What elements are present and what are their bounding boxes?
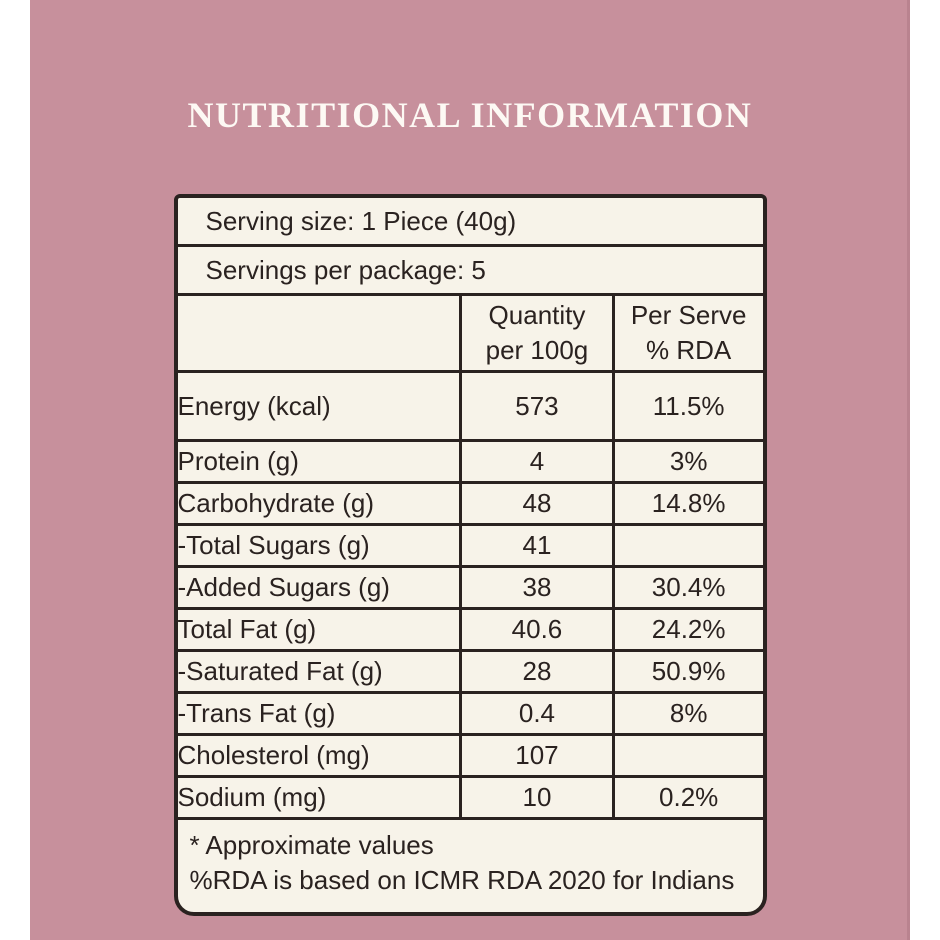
footnote-approximate-values: * Approximate values	[189, 830, 434, 860]
table-row-energy: Energy (kcal) 573 11.5%	[177, 370, 763, 442]
nutrient-label: -Trans Fat (g)	[177, 691, 463, 736]
servings-per-package-row: Servings per package: 5	[177, 244, 763, 296]
quantity-column-header: Quantity per 100g	[459, 293, 615, 373]
nutrient-label: Carbohydrate (g)	[177, 481, 463, 526]
rda-value: 24.2%	[611, 607, 763, 652]
footnote-rda-basis: %RDA is based on ICMR RDA 2020 for India…	[189, 865, 735, 896]
rda-value: 14.8%	[611, 481, 763, 526]
rda-column-header: Per Serve % RDA	[611, 293, 763, 373]
page-title: NUTRITIONAL INFORMATION	[187, 95, 753, 135]
rda-value: 50.9%	[611, 649, 763, 694]
rda-header-line1: Per Serve	[630, 299, 747, 330]
servings-per-package-label: Servings per package: 5	[177, 244, 763, 296]
rda-header-line2: % RDA	[646, 335, 732, 365]
quantity-value: 40.6	[459, 607, 615, 652]
rda-value: 30.4%	[611, 565, 763, 610]
nutrient-label: Energy (kcal)	[177, 370, 463, 442]
table-row-cholesterol: Cholesterol (mg) 107	[177, 733, 763, 778]
table-row-trans-fat: -Trans Fat (g) 0.4 8%	[177, 691, 763, 736]
rda-value: 11.5%	[611, 370, 763, 442]
nutrition-table: Serving size: 1 Piece (40g) Servings per…	[173, 194, 767, 917]
table-row-saturated-fat: -Saturated Fat (g) 28 50.9%	[177, 649, 763, 694]
quantity-value: 107	[459, 733, 615, 778]
column-header-row: Quantity per 100g Per Serve % RDA	[177, 293, 763, 373]
quantity-value: 28	[459, 649, 615, 694]
nutrient-label: Total Fat (g)	[177, 607, 463, 652]
quantity-header-line2: per 100g	[485, 335, 589, 365]
table-row-total-fat: Total Fat (g) 40.6 24.2%	[177, 607, 763, 652]
nutrient-label: Cholesterol (mg)	[177, 733, 463, 778]
quantity-value: 573	[459, 370, 615, 442]
serving-size-label: Serving size: 1 Piece (40g)	[177, 198, 763, 247]
quantity-header-line1: Quantity	[488, 299, 586, 330]
rda-value	[611, 733, 763, 778]
nutrient-column-header	[177, 293, 463, 373]
table-row-sodium: Sodium (mg) 10 0.2%	[177, 775, 763, 820]
quantity-value: 10	[459, 775, 615, 820]
table-row-protein: Protein (g) 4 3%	[177, 439, 763, 484]
rda-value: 0.2%	[611, 775, 763, 820]
nutrition-table-grid: Serving size: 1 Piece (40g) Servings per…	[177, 198, 763, 913]
table-row-carbohydrate: Carbohydrate (g) 48 14.8%	[177, 481, 763, 526]
nutrient-label: -Saturated Fat (g)	[177, 649, 463, 694]
rda-value: 3%	[611, 439, 763, 484]
quantity-value: 41	[459, 523, 615, 568]
table-row-total-sugars: -Total Sugars (g) 41	[177, 523, 763, 568]
nutrient-label: Protein (g)	[177, 439, 463, 484]
quantity-value: 4	[459, 439, 615, 484]
quantity-value: 48	[459, 481, 615, 526]
footnotes: * Approximate values %RDA is based on IC…	[177, 817, 763, 913]
quantity-value: 38	[459, 565, 615, 610]
serving-size-row: Serving size: 1 Piece (40g)	[177, 198, 763, 247]
quantity-value: 0.4	[459, 691, 615, 736]
table-row-added-sugars: -Added Sugars (g) 38 30.4%	[177, 565, 763, 610]
footnotes-row: * Approximate values %RDA is based on IC…	[177, 817, 763, 913]
rda-value: 8%	[611, 691, 763, 736]
nutrient-label: -Added Sugars (g)	[177, 565, 463, 610]
pink-panel: NUTRITIONAL INFORMATION Serving size: 1 …	[30, 0, 910, 940]
nutrient-label: Sodium (mg)	[177, 775, 463, 820]
rda-value	[611, 523, 763, 568]
nutrient-label: -Total Sugars (g)	[177, 523, 463, 568]
